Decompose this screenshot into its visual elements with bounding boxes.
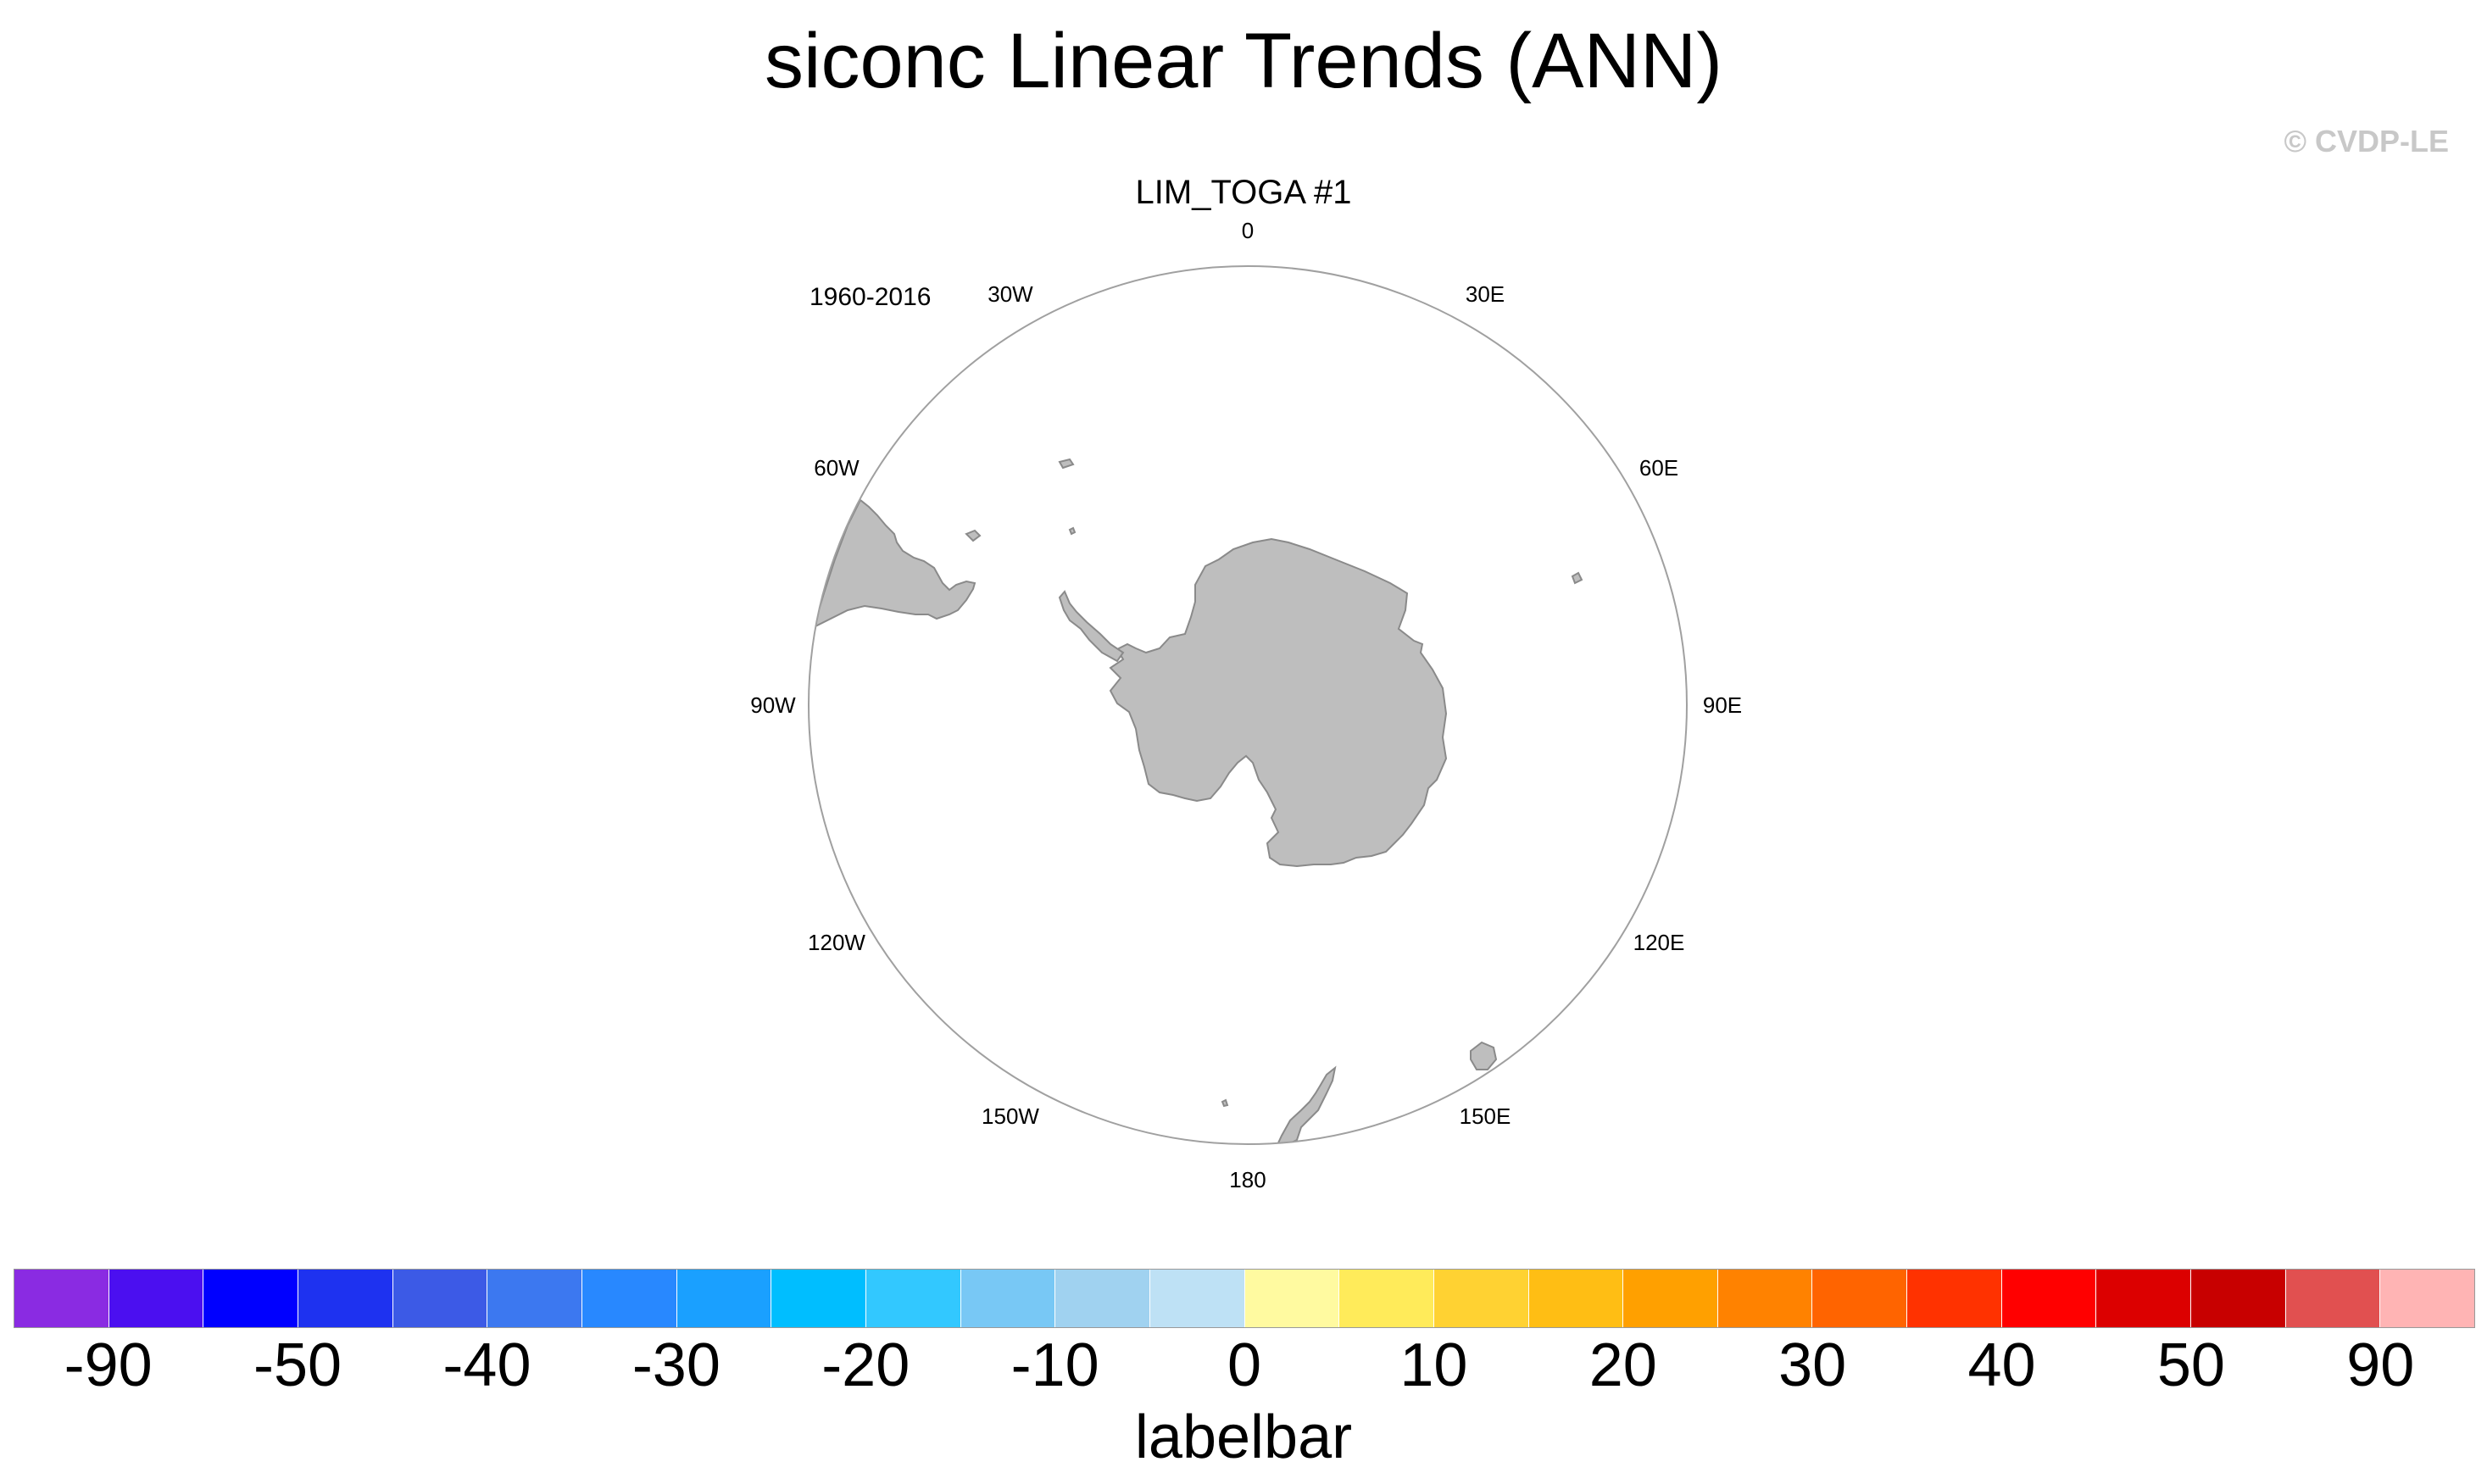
tasmania (1470, 1041, 1498, 1070)
colorbar-tick-label: -10 (1010, 1331, 1099, 1399)
colorbar-swatch (1339, 1270, 1434, 1327)
colorbar-tick-label: -30 (631, 1331, 721, 1399)
longitude-label: 60E (1639, 455, 1678, 481)
longitude-label: 150W (982, 1103, 1039, 1129)
colorbar-swatch (14, 1270, 109, 1327)
colorbar-swatch (1433, 1270, 1529, 1327)
land-masses (812, 458, 1583, 1144)
colorbar-tick-label: 20 (1588, 1331, 1657, 1399)
colorbar (14, 1269, 2475, 1328)
colorbar-swatch (771, 1270, 866, 1327)
south-america (812, 498, 976, 629)
colorbar-tick-label: 30 (1778, 1331, 1847, 1399)
colorbar-swatch (298, 1270, 393, 1327)
colorbar-swatch (487, 1270, 582, 1327)
longitude-label: 30E (1466, 281, 1505, 307)
colorbar-swatch (2285, 1270, 2381, 1327)
colorbar-swatch (676, 1270, 772, 1327)
longitude-label: 60W (814, 455, 860, 481)
colorbar-swatch (865, 1270, 961, 1327)
colorbar-swatch (2191, 1270, 2286, 1327)
colorbar-tick-label: 10 (1399, 1331, 1468, 1399)
longitude-label: 120W (808, 930, 865, 955)
macquarie-island (1221, 1098, 1229, 1108)
colorbar-swatch (108, 1270, 204, 1327)
colorbar-tick-label: -40 (442, 1331, 531, 1399)
new-zealand (1274, 1065, 1337, 1144)
colorbar-swatch (1528, 1270, 1624, 1327)
colorbar-tick-label: 90 (2346, 1331, 2415, 1399)
colorbar-tick-label: 0 (1227, 1331, 1262, 1399)
colorbar-swatch (1055, 1270, 1150, 1327)
bouvet-island (1068, 526, 1077, 536)
antarctic-peninsula (1058, 590, 1125, 663)
colorbar-swatch (1244, 1270, 1340, 1327)
longitude-label: 180 (1229, 1167, 1266, 1192)
colorbar-swatch (2001, 1270, 2097, 1327)
colorbar-swatch (2380, 1270, 2475, 1327)
colorbar-swatch (1623, 1270, 1718, 1327)
colorbar-swatch (1907, 1270, 2002, 1327)
colorbar-tick-label: -20 (821, 1331, 910, 1399)
colorbar-swatch (581, 1270, 677, 1327)
falkland-islands (965, 529, 982, 542)
colorbar-tick-label: 50 (2156, 1331, 2225, 1399)
colorbar-swatch (1717, 1270, 1813, 1327)
longitude-label: 90W (750, 692, 796, 718)
copyright-watermark: © CVDP-LE (2284, 124, 2449, 158)
period-label: 1960-2016 (810, 283, 932, 311)
south-georgia (1058, 458, 1075, 470)
colorbar-swatch (1149, 1270, 1245, 1327)
kerguelen-islands (1571, 571, 1583, 585)
antarctica (1109, 537, 1448, 868)
colorbar-swatch (960, 1270, 1056, 1327)
colorbar-swatch (2096, 1270, 2192, 1327)
map-boundary (808, 265, 1688, 1145)
colorbar-tick-label: -50 (253, 1331, 342, 1399)
longitude-labels: 0 30E 60E 90E 120E 150E 180 150W 120W 90W 60W 30W (750, 218, 1742, 1192)
longitude-label: 30W (988, 281, 1033, 307)
figure-title: siconc Linear Trends (ANN) (765, 18, 1722, 104)
longitude-label: 150E (1460, 1103, 1511, 1129)
colorbar-title: labelbar (1134, 1403, 1353, 1471)
panel-title: LIM_TOGA #1 (1135, 174, 1352, 211)
colorbar-tick-label: -90 (64, 1331, 153, 1399)
colorbar-swatch (392, 1270, 488, 1327)
longitude-label: 90E (1703, 692, 1742, 718)
longitude-label: 0 (1242, 218, 1254, 243)
colorbar-tick-label: 40 (1967, 1331, 2036, 1399)
colorbar-swatch (1812, 1270, 1908, 1327)
longitude-label: 120E (1633, 930, 1685, 955)
colorbar-swatch (203, 1270, 298, 1327)
